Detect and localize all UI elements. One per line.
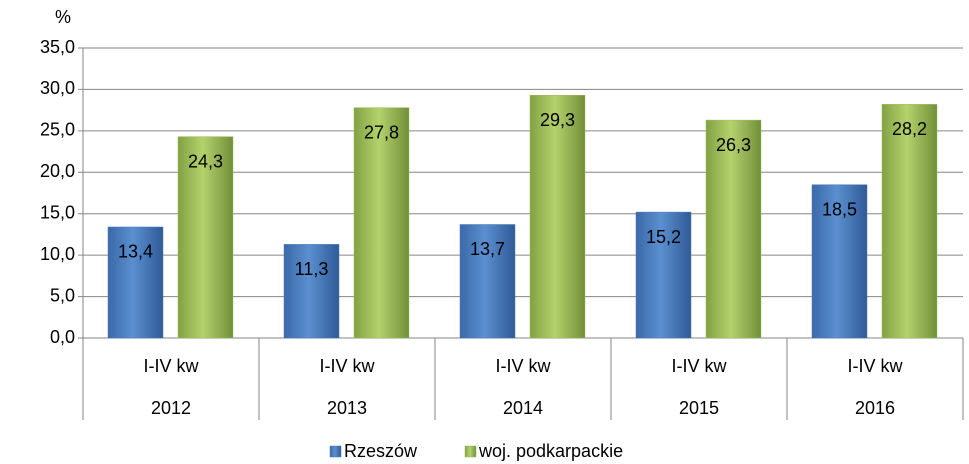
value-label: 11,3 — [295, 259, 329, 279]
bar — [881, 104, 938, 339]
x-subcategory-label: I-IV kw — [847, 356, 903, 376]
bar — [811, 184, 868, 339]
legend-swatch — [464, 445, 477, 458]
bar — [635, 211, 692, 339]
value-label: 26,3 — [716, 135, 751, 155]
y-tick-label: 0,0 — [50, 327, 75, 347]
legend-label: woj. podkarpackie — [478, 441, 623, 461]
legend-swatch — [329, 445, 342, 458]
legend-label: Rzeszów — [344, 441, 418, 461]
value-label: 18,5 — [822, 199, 857, 219]
bar — [283, 244, 340, 339]
y-tick-label: 15,0 — [40, 202, 75, 222]
y-tick-label: 30,0 — [40, 78, 75, 98]
y-tick-label: 5,0 — [50, 285, 75, 305]
x-tick-label: 2016 — [855, 398, 895, 418]
x-subcategory-label: I-IV kw — [495, 356, 551, 376]
value-label: 27,8 — [364, 122, 399, 142]
x-tick-label: 2012 — [151, 398, 191, 418]
x-subcategory-label: I-IV kw — [671, 356, 727, 376]
bar — [177, 136, 234, 339]
value-label: 24,3 — [188, 151, 223, 171]
x-tick-label: 2015 — [679, 398, 719, 418]
bar — [459, 224, 516, 339]
bar — [107, 226, 164, 339]
bar — [353, 107, 410, 339]
value-label: 28,2 — [892, 119, 927, 139]
x-subcategory-label: I-IV kw — [143, 356, 199, 376]
x-subcategory-label: I-IV kw — [319, 356, 375, 376]
y-tick-label: 35,0 — [40, 37, 75, 57]
value-label: 15,2 — [646, 227, 681, 247]
x-tick-label: 2013 — [327, 398, 367, 418]
y-tick-label: 20,0 — [40, 161, 75, 181]
bar — [705, 119, 762, 339]
bar — [529, 94, 586, 339]
y-tick-label: 10,0 — [40, 244, 75, 264]
x-tick-label: 2014 — [503, 398, 543, 418]
value-label: 13,7 — [470, 239, 505, 259]
y-tick-label: 25,0 — [40, 120, 75, 140]
value-label: 13,4 — [118, 242, 153, 262]
value-label: 29,3 — [540, 110, 575, 130]
y-axis-label: % — [55, 7, 71, 27]
